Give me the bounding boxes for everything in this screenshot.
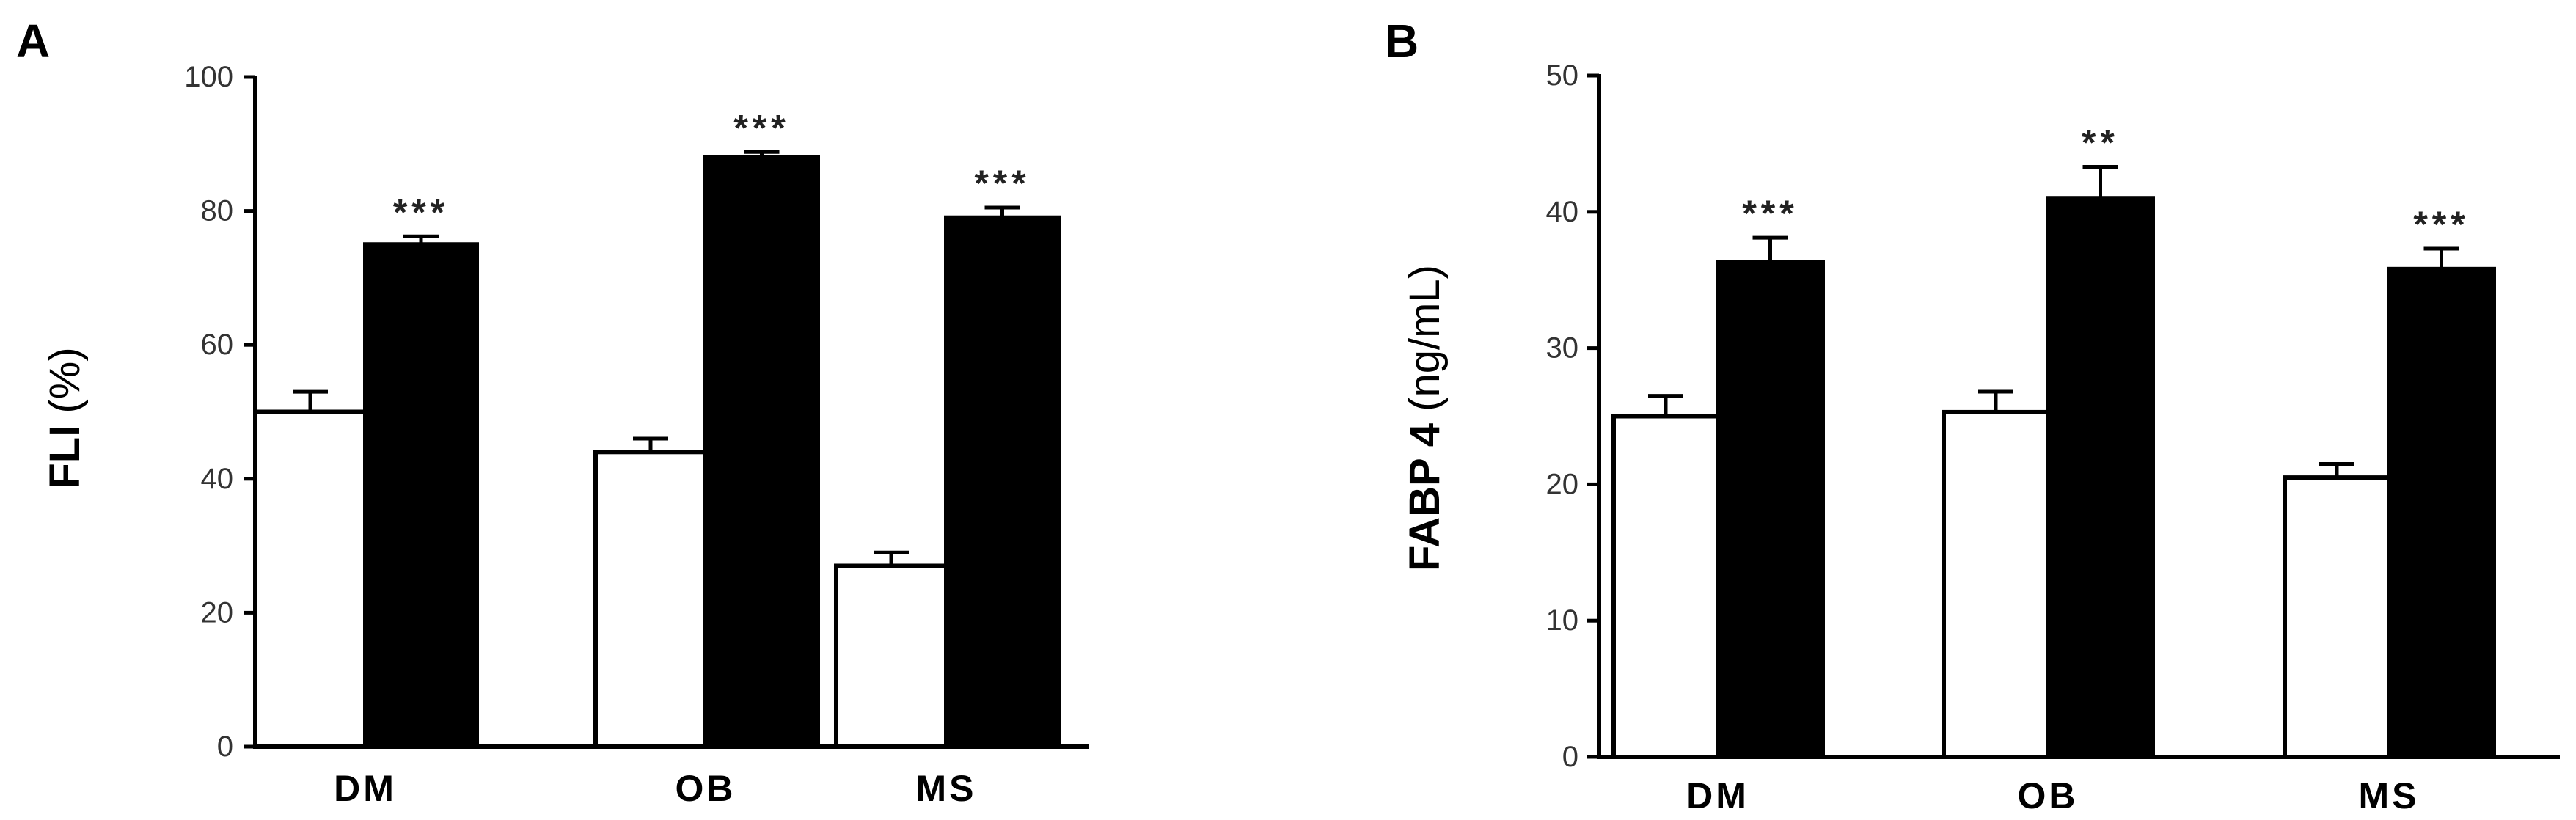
panel-a-y-tick-label: 0	[217, 731, 233, 763]
panel-a-y-tick-label: 60	[201, 329, 234, 361]
panel-a-category-label-ob: OB	[676, 768, 736, 809]
panel-a-y-tick-label: 20	[201, 596, 234, 629]
panel-a-category-label-dm: DM	[334, 768, 397, 809]
panel-b-bar-ob-control	[1942, 409, 2050, 760]
panel-a-y-axis-label: FLI (%)	[41, 347, 89, 488]
panel-a-y-tick-label: 40	[201, 463, 234, 495]
panel-b-significance-dm: ***	[1742, 193, 1798, 234]
panel-b-y-tick-label: 50	[1546, 59, 1579, 92]
panel-b-category-label-dm: DM	[1686, 775, 1749, 816]
panel-b-significance-ob: **	[2082, 122, 2119, 163]
panel-a-bar-ob-control	[593, 450, 708, 750]
panel-b-bar-ob-treated	[2046, 196, 2155, 760]
panel-b-y-axis-label: FABP 4 (ng/mL)	[1401, 265, 1449, 571]
panel-a-bar-ms-control	[834, 563, 948, 749]
panel-a-significance-ms: ***	[974, 163, 1030, 204]
panel-a-category-label-ms: MS	[916, 768, 977, 809]
panel-b-category-label-ms: MS	[2359, 775, 2420, 816]
panel-a-y-axis-label-unit: (%)	[41, 347, 89, 413]
panel-a-y-tick-label: 80	[201, 195, 234, 227]
panel-b-bar-ms-control	[2283, 475, 2391, 759]
panel-a-significance-dm: ***	[393, 191, 449, 233]
panel-b-y-tick-label: 20	[1546, 468, 1579, 500]
panel-a-bar-dm-control	[253, 409, 367, 749]
panel-b-y-axis-label-unit: (ng/mL)	[1401, 265, 1449, 411]
panel-b-y-tick-label: 0	[1562, 741, 1578, 773]
panel-b-y-tick-label: 40	[1546, 196, 1579, 228]
panel-a-y-axis-label-main: FLI	[41, 414, 89, 489]
panel-a-y-tick-label: 100	[184, 61, 233, 93]
panel-b-y-axis-label-main: FABP 4	[1401, 411, 1449, 571]
panel-b-y-tick-label: 30	[1546, 332, 1579, 365]
panel-b-category-label-ob: OB	[2018, 775, 2079, 816]
panel-b-bar-dm-treated	[1716, 260, 1825, 759]
panel-a-bar-ms-treated	[944, 215, 1061, 750]
panel-b-y-tick-label: 10	[1546, 604, 1579, 637]
panel-a-bar-ob-treated	[703, 155, 820, 749]
panel-b-significance-ms: ***	[2413, 204, 2469, 245]
panel-a-significance-ob: ***	[733, 107, 789, 148]
panel-b-letter: B	[1385, 15, 1419, 67]
panel-a-letter: A	[16, 15, 50, 67]
panel-b-bar-dm-control	[1611, 414, 1720, 759]
panel-a-bar-dm-treated	[363, 242, 479, 749]
panel-b-bar-ms-treated	[2387, 266, 2496, 759]
